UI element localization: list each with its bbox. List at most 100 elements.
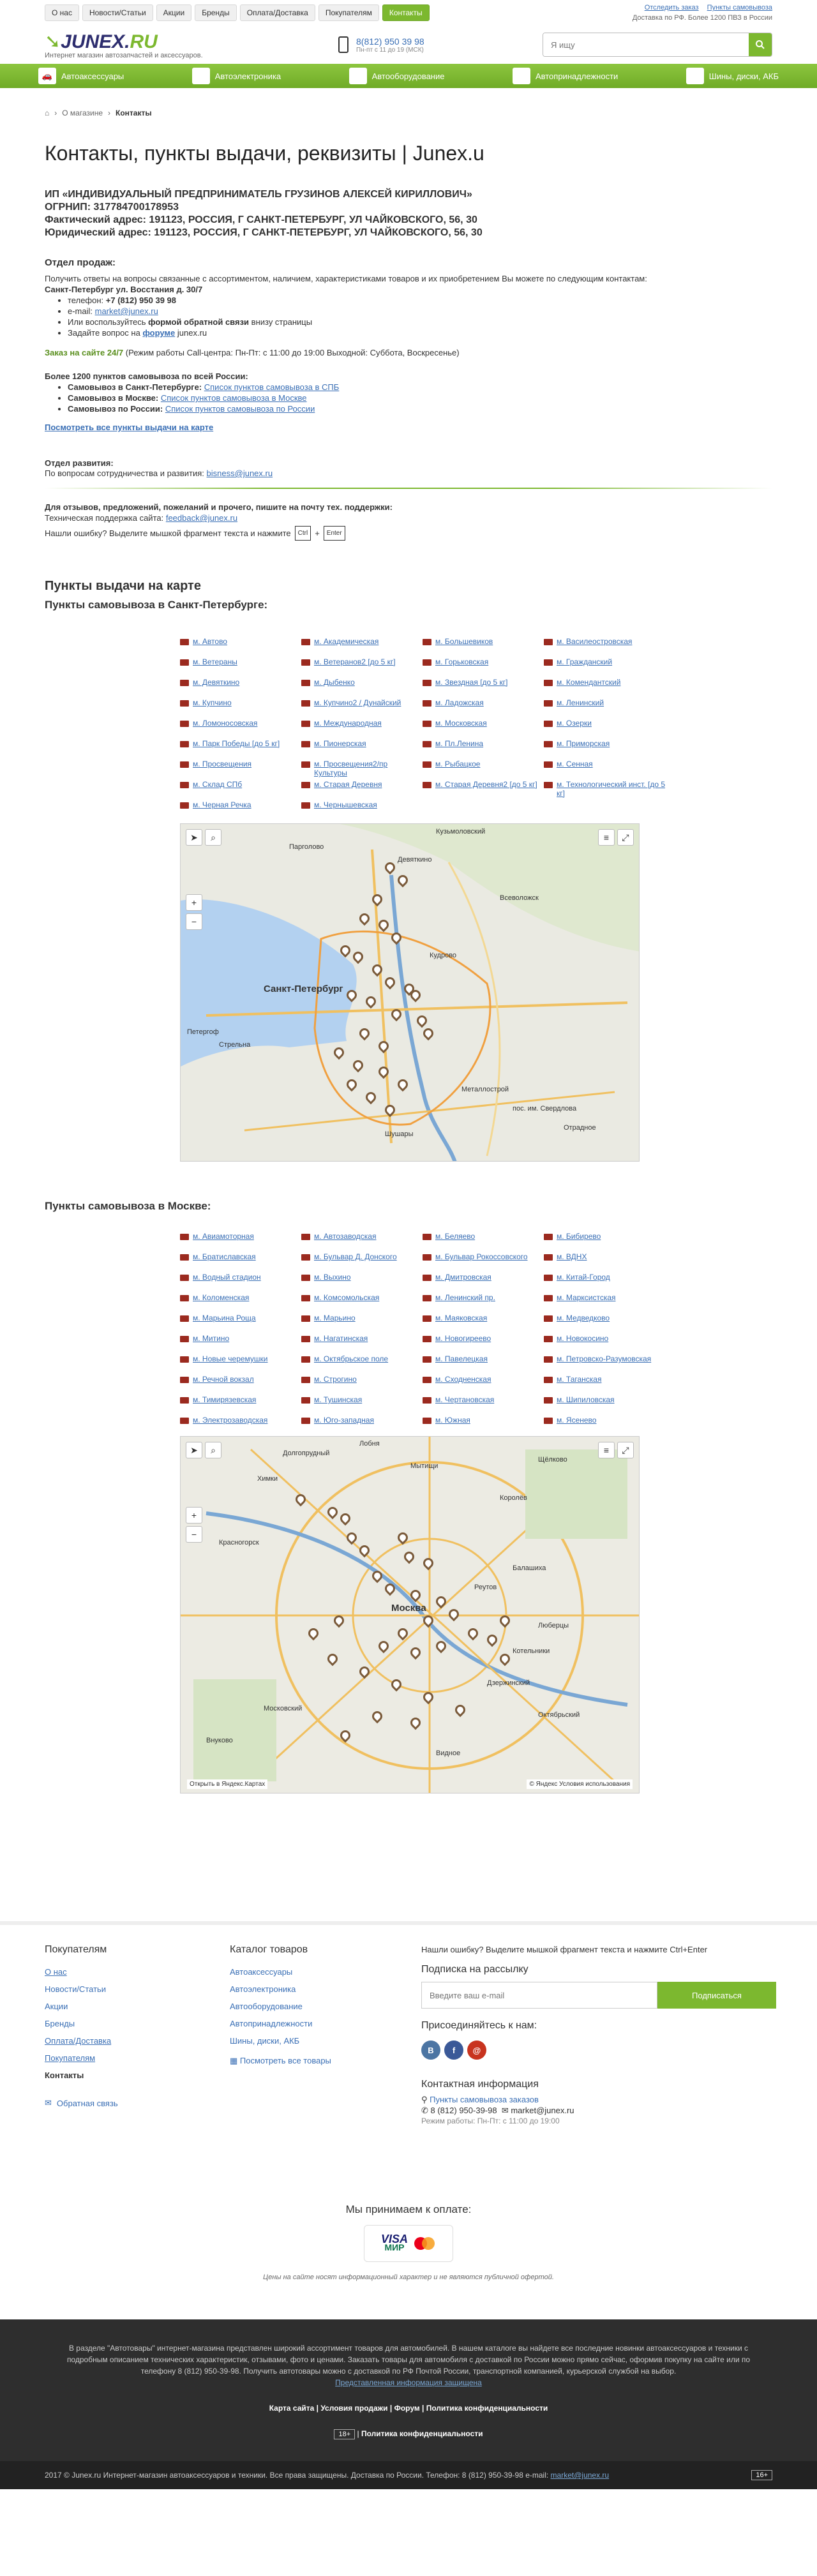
pickup-spb-link[interactable]: Список пунктов самовывоза в СПБ (204, 382, 340, 392)
station-link[interactable]: м. Автово (193, 637, 227, 646)
station-link[interactable]: м. Василеостровская (557, 637, 633, 646)
station-item[interactable]: м. Бульвар Д. Донского (301, 1252, 423, 1273)
feedback-link[interactable]: Обратная связь (56, 2098, 118, 2108)
mail-icon[interactable]: @ (467, 2041, 486, 2060)
station-item[interactable]: м. Водный стадион (180, 1273, 301, 1293)
station-item[interactable]: м. Старая Деревня2 [до 5 кг] (423, 780, 544, 800)
station-link[interactable]: м. Таганская (557, 1375, 602, 1384)
station-item[interactable]: м. Склад СПб (180, 780, 301, 800)
station-link[interactable]: м. Дыбенко (314, 678, 355, 687)
station-link[interactable]: м. Митино (193, 1334, 230, 1343)
station-link[interactable]: м. Международная (314, 719, 382, 728)
fullscreen-button[interactable]: ⤢ (617, 829, 634, 846)
route-button[interactable]: ➤ (186, 1442, 202, 1458)
station-item[interactable]: м. Приморская (544, 739, 665, 760)
station-item[interactable]: м. Марьина Роща (180, 1314, 301, 1334)
station-item[interactable]: м. Новые черемушки (180, 1354, 301, 1375)
station-link[interactable]: м. Чернышевская (314, 800, 377, 809)
category-accessories[interactable]: 🚗 Автоаксессуары (38, 68, 124, 84)
pickup-points-link[interactable]: Пункты самовывоза (707, 4, 772, 11)
breadcrumb-shop[interactable]: О магазине (62, 109, 103, 117)
station-item[interactable]: м. Митино (180, 1334, 301, 1354)
station-link[interactable]: м. ВДНХ (557, 1252, 587, 1261)
station-item[interactable]: м. Строгино (301, 1375, 423, 1395)
station-link[interactable]: м. Марьино (314, 1314, 356, 1322)
footer-link[interactable]: Бренды (45, 2019, 75, 2028)
station-item[interactable]: м. Сенная (544, 760, 665, 780)
zoom-out-button[interactable]: − (186, 913, 202, 930)
station-item[interactable]: м. Автозаводская (301, 1232, 423, 1252)
facebook-icon[interactable]: f (444, 2041, 463, 2060)
station-item[interactable]: м. Большевиков (423, 637, 544, 657)
station-link[interactable]: м. Южная (435, 1416, 470, 1425)
search-input[interactable] (543, 33, 749, 56)
zoom-in-button[interactable]: + (186, 894, 202, 911)
station-item[interactable]: м. Автово (180, 637, 301, 657)
station-item[interactable]: м. Девяткино (180, 678, 301, 698)
station-link[interactable]: м. Пл.Ленина (435, 739, 484, 748)
station-link[interactable]: м. Беляево (435, 1232, 476, 1241)
route-button[interactable]: ➤ (186, 829, 202, 846)
station-link[interactable]: м. Большевиков (435, 637, 493, 646)
station-link[interactable]: м. Ленинский пр. (435, 1293, 495, 1302)
station-item[interactable]: м. Ветераны (180, 657, 301, 678)
layers-button[interactable]: ≡ (598, 829, 615, 846)
footer-link[interactable]: Шины, диски, АКБ (230, 2036, 300, 2046)
station-link[interactable]: м. Автозаводская (314, 1232, 377, 1241)
station-item[interactable]: м. Шипиловская (544, 1395, 665, 1416)
station-link[interactable]: м. Технологический инст. [до 5 кг] (557, 780, 666, 798)
open-in-yandex-link[interactable]: Открыть в Яндекс.Картах (187, 1779, 268, 1789)
station-item[interactable]: м. Ладожская (423, 698, 544, 719)
sales-phone[interactable]: +7 (812) 950 39 98 (105, 296, 176, 305)
station-link[interactable]: м. Ломоносовская (193, 719, 258, 728)
station-link[interactable]: м. Китай-Город (557, 1273, 610, 1282)
station-item[interactable]: м. Авиамоторная (180, 1232, 301, 1252)
privacy-link[interactable]: Политика конфиденциальности (361, 2429, 483, 2438)
feedback-form-link[interactable]: формой обратной связи (148, 317, 250, 327)
subscribe-button[interactable]: Подписаться (657, 1982, 776, 2009)
top-nav-item[interactable]: Бренды (195, 4, 237, 21)
station-link[interactable]: м. Рыбацкое (435, 760, 481, 768)
footer-link[interactable]: Оплата/Доставка (45, 2036, 112, 2046)
station-link[interactable]: м. Приморская (557, 739, 610, 748)
site-logo[interactable]: ➘JUNEX.RU Интернет магазин автозапчастей… (45, 31, 287, 59)
top-nav-item[interactable]: Контакты (382, 4, 430, 21)
station-link[interactable]: м. Московская (435, 719, 487, 728)
station-link[interactable]: м. Новогиреево (435, 1334, 491, 1343)
station-link[interactable]: м. Сенная (557, 760, 593, 768)
station-link[interactable]: м. Бульвар Рокоссовского (435, 1252, 528, 1261)
all-products-link[interactable]: Посмотреть все товары (239, 2056, 331, 2065)
vk-icon[interactable]: В (421, 2041, 440, 2060)
station-item[interactable]: м. Василеостровская (544, 637, 665, 657)
station-link[interactable]: м. Склад СПб (193, 780, 243, 789)
sales-email[interactable]: market@junex.ru (94, 306, 158, 316)
station-item[interactable]: м. Выхино (301, 1273, 423, 1293)
station-item[interactable]: м. Таганская (544, 1375, 665, 1395)
station-item[interactable]: м. Октябрьское поле (301, 1354, 423, 1375)
map-search-button[interactable]: ⌕ (205, 829, 221, 846)
station-link[interactable]: м. Авиамоторная (193, 1232, 254, 1241)
category-tires[interactable]: ◉ Шины, диски, АКБ (686, 68, 779, 84)
footer-link[interactable]: Автоэлектроника (230, 1984, 296, 1994)
station-item[interactable]: м. Речной вокзал (180, 1375, 301, 1395)
station-item[interactable]: м. Ленинский (544, 698, 665, 719)
station-link[interactable]: м. Купчино (193, 698, 232, 707)
pickup-msk-link[interactable]: Список пунктов самовывоза в Москве (160, 393, 307, 403)
station-item[interactable]: м. Бибирево (544, 1232, 665, 1252)
station-item[interactable]: м. Южная (423, 1416, 544, 1436)
station-item[interactable]: м. Чертановская (423, 1395, 544, 1416)
station-link[interactable]: м. Дмитровская (435, 1273, 491, 1282)
station-item[interactable]: м. Международная (301, 719, 423, 739)
top-nav-item[interactable]: Акции (156, 4, 192, 21)
station-item[interactable]: м. Пл.Ленина (423, 739, 544, 760)
station-item[interactable]: м. Парк Победы [до 5 кг] (180, 739, 301, 760)
station-item[interactable]: м. Пионерская (301, 739, 423, 760)
station-link[interactable]: м. Старая Деревня2 [до 5 кг] (435, 780, 537, 789)
station-link[interactable]: м. Тушинская (314, 1395, 363, 1404)
station-item[interactable]: м. Электрозаводская (180, 1416, 301, 1436)
fullscreen-button[interactable]: ⤢ (617, 1442, 634, 1458)
station-item[interactable]: м. Чернышевская (301, 800, 423, 821)
station-item[interactable]: м. Озерки (544, 719, 665, 739)
station-link[interactable]: м. Сходненская (435, 1375, 491, 1384)
station-item[interactable]: м. Тимирязевская (180, 1395, 301, 1416)
